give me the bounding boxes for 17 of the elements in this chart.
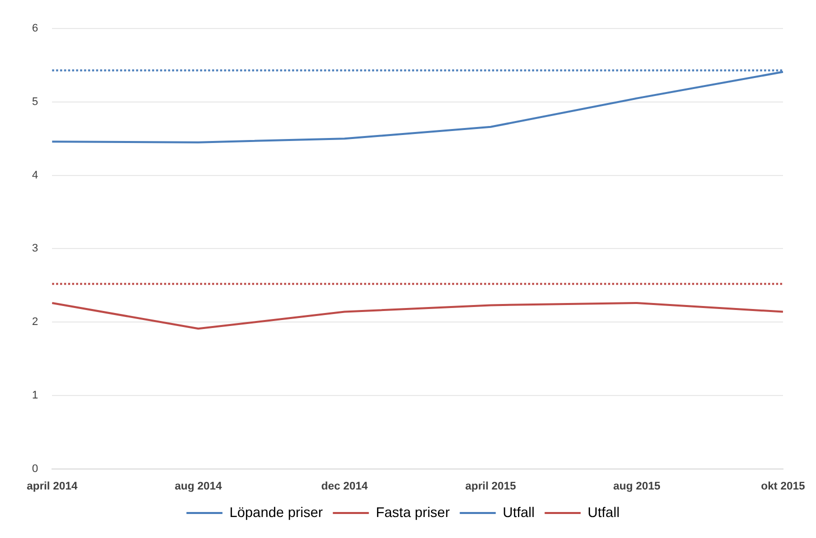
legend-label: Fasta priser [376, 504, 450, 520]
legend-label: Utfall [588, 504, 620, 520]
x-tick-label: dec 2014 [321, 480, 369, 492]
x-tick-label: april 2015 [465, 480, 516, 492]
y-tick-label: 2 [32, 316, 38, 328]
x-tick-label: aug 2014 [174, 480, 223, 492]
y-tick-label: 4 [32, 169, 38, 182]
x-tick-label: okt 2015 [760, 480, 805, 492]
y-tick-label: 5 [32, 96, 38, 108]
y-tick-label: 1 [32, 389, 38, 402]
x-tick-label: april 2014 [26, 480, 78, 492]
y-tick-label: 0 [32, 462, 38, 475]
legend-label: Utfall [502, 504, 535, 520]
legend-label: Löpande priser [229, 504, 324, 520]
x-tick-label: aug 2015 [613, 480, 660, 492]
y-tick-label: 6 [32, 22, 38, 35]
y-tick-label: 3 [32, 242, 38, 255]
